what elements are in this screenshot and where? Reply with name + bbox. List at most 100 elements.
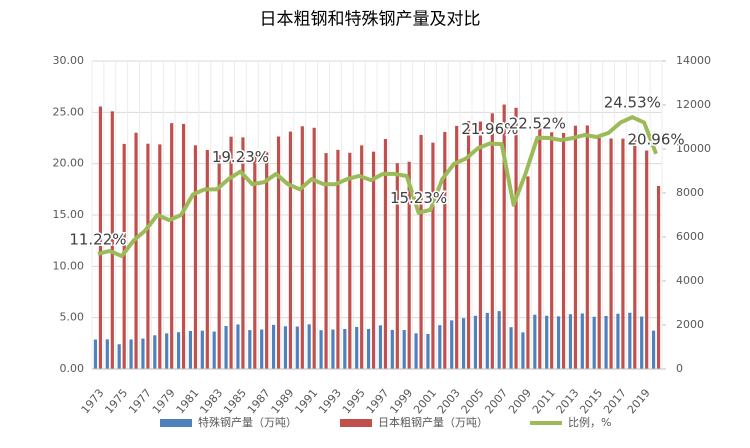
x-tick-label: 1975 [102, 387, 130, 417]
y2-tick-label: 2000 [676, 318, 704, 331]
bar [419, 134, 423, 369]
bar [343, 329, 347, 369]
y2-tick-label: 0 [676, 362, 683, 375]
x-tick-label: 1995 [340, 387, 368, 417]
x-tick-label: 1997 [364, 387, 392, 417]
bar [260, 329, 264, 369]
bar [153, 335, 157, 369]
y-tick-label: 10.00 [53, 259, 85, 272]
bar [134, 132, 138, 369]
bar [526, 176, 530, 369]
x-tick-label: 2009 [506, 387, 534, 417]
bar [640, 316, 644, 369]
y2-tick-label: 12000 [676, 98, 711, 111]
bar [656, 185, 661, 369]
bar [651, 330, 656, 369]
x-tick-label: 2013 [554, 387, 582, 417]
x-tick-label: 1979 [150, 387, 178, 417]
bar [300, 126, 304, 369]
bar [193, 145, 198, 369]
bar [497, 311, 501, 369]
x-tick-label: 2007 [482, 387, 510, 417]
bar [295, 326, 299, 369]
x-tick-label: 2019 [625, 387, 653, 417]
bar [466, 121, 471, 370]
bar [545, 315, 549, 369]
bar [521, 332, 525, 369]
bar [336, 149, 340, 369]
chart-title: 日本粗钢和特殊钢产量及对比 [260, 10, 481, 30]
bar [288, 131, 293, 369]
bar [645, 150, 649, 369]
bar [371, 151, 376, 369]
y-tick-label: 0.00 [60, 362, 85, 375]
bar [170, 123, 174, 370]
bar [450, 320, 454, 369]
bar [621, 138, 625, 369]
bar [117, 344, 121, 369]
bar [502, 104, 506, 369]
bar [319, 330, 323, 369]
bar [229, 136, 233, 369]
bar [490, 113, 494, 369]
bar [146, 143, 150, 369]
legend-label: 日本粗钢产量（万吨） [378, 415, 488, 429]
bar [348, 152, 352, 369]
bar [188, 330, 193, 369]
y2-tick-label: 14000 [676, 54, 711, 67]
bar [360, 145, 364, 369]
bar [390, 329, 394, 369]
bar [585, 125, 589, 370]
value-label: 24.53% [604, 94, 661, 112]
bar [580, 313, 584, 369]
bar [176, 332, 181, 369]
x-tick-label: 2011 [530, 387, 558, 417]
value-label: 22.52% [509, 114, 566, 132]
bar [550, 132, 554, 369]
bar [331, 329, 335, 369]
bar [461, 318, 466, 369]
x-tick-label: 1999 [387, 387, 415, 417]
bar [312, 127, 316, 370]
value-label: 20.96% [627, 130, 684, 148]
line [97, 115, 658, 259]
bar [556, 316, 561, 369]
bar [609, 138, 613, 369]
value-label: 11.22% [69, 230, 126, 248]
x-tick-label: 1993 [316, 387, 344, 417]
bar [105, 339, 109, 369]
bar [212, 331, 216, 369]
x-tick-label: 2005 [459, 387, 487, 417]
bar [217, 155, 221, 369]
bar [473, 315, 478, 369]
x-tick-label: 1983 [197, 387, 225, 417]
y-tick-label: 25.00 [53, 105, 85, 118]
legend-label: 比例，% [568, 415, 611, 429]
bar [383, 138, 388, 369]
y2-tick-label: 10000 [676, 142, 711, 155]
bar [205, 149, 209, 369]
bar [628, 312, 632, 369]
bar [236, 324, 240, 369]
x-tick-label: 1991 [292, 387, 320, 417]
bar [592, 316, 596, 369]
y-tick-label: 15.00 [53, 208, 85, 221]
bar [604, 315, 608, 369]
value-label: 21.96% [461, 120, 518, 138]
x-tick-label: 2015 [577, 387, 605, 417]
bar [355, 326, 359, 369]
bar [438, 325, 442, 369]
bar [407, 161, 411, 369]
bar [395, 163, 399, 369]
bar [533, 314, 537, 369]
bar [485, 312, 489, 369]
bar [443, 131, 447, 369]
y2-tick-label: 6000 [676, 230, 704, 243]
bar [158, 144, 162, 369]
bar [616, 313, 620, 369]
x-tick-label: 1973 [79, 387, 107, 417]
legend-swatch [160, 419, 192, 427]
bar [241, 137, 245, 369]
bar [426, 333, 430, 369]
